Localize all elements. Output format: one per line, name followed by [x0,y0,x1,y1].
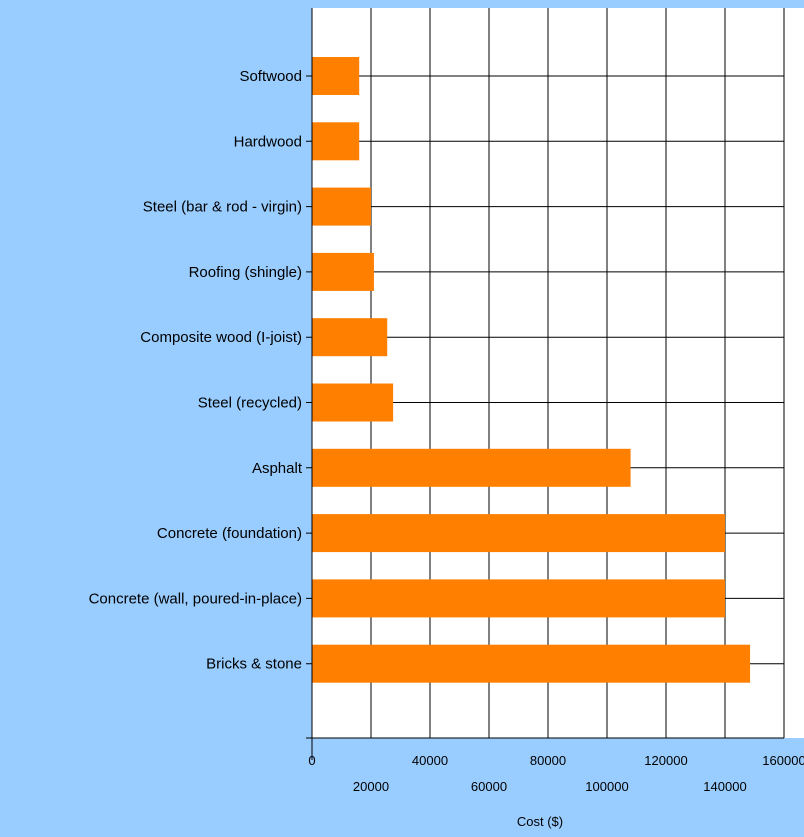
bars [312,57,751,683]
bar [312,187,371,226]
category-label: Asphalt [252,460,303,477]
category-label: Softwood [239,68,302,85]
bar [312,448,631,487]
bar [312,514,725,553]
x-axis-title: Cost ($) [517,814,563,829]
category-label: Hardwood [234,133,302,150]
category-label: Steel (bar & rod - virgin) [143,199,302,216]
bar [312,57,360,95]
x-tick-label: 140000 [703,779,746,794]
category-label: Composite wood (I-joist) [140,329,302,346]
plot-area [312,8,804,738]
bar [312,318,388,357]
x-tick-label: 60000 [471,779,507,794]
category-label: Concrete (foundation) [157,525,302,542]
bar [312,252,374,291]
x-tick-label: 120000 [644,753,687,768]
bar [312,579,725,618]
category-label: Steel (recycled) [198,395,302,412]
category-label: Bricks & stone [206,656,302,673]
bar [312,122,360,161]
x-tick-label: 100000 [585,779,628,794]
x-tick-label: 160000 [762,753,804,768]
x-tick-label: 20000 [353,779,389,794]
category-labels: Softwood Hardwood Steel (bar & rod - virgi… [89,68,303,673]
x-tick-label: 0 [308,753,315,768]
x-tick-labels: 0 40000 80000 120000 160000 20000 60000 100000 1… [308,753,804,794]
category-label: Concrete (wall, poured-in-place) [89,590,302,607]
bar [312,383,394,422]
x-tick-label: 80000 [530,753,566,768]
axes [306,8,784,760]
x-tick-label: 40000 [412,753,448,768]
bar [312,644,751,683]
category-label: Roofing (shingle) [189,264,302,281]
